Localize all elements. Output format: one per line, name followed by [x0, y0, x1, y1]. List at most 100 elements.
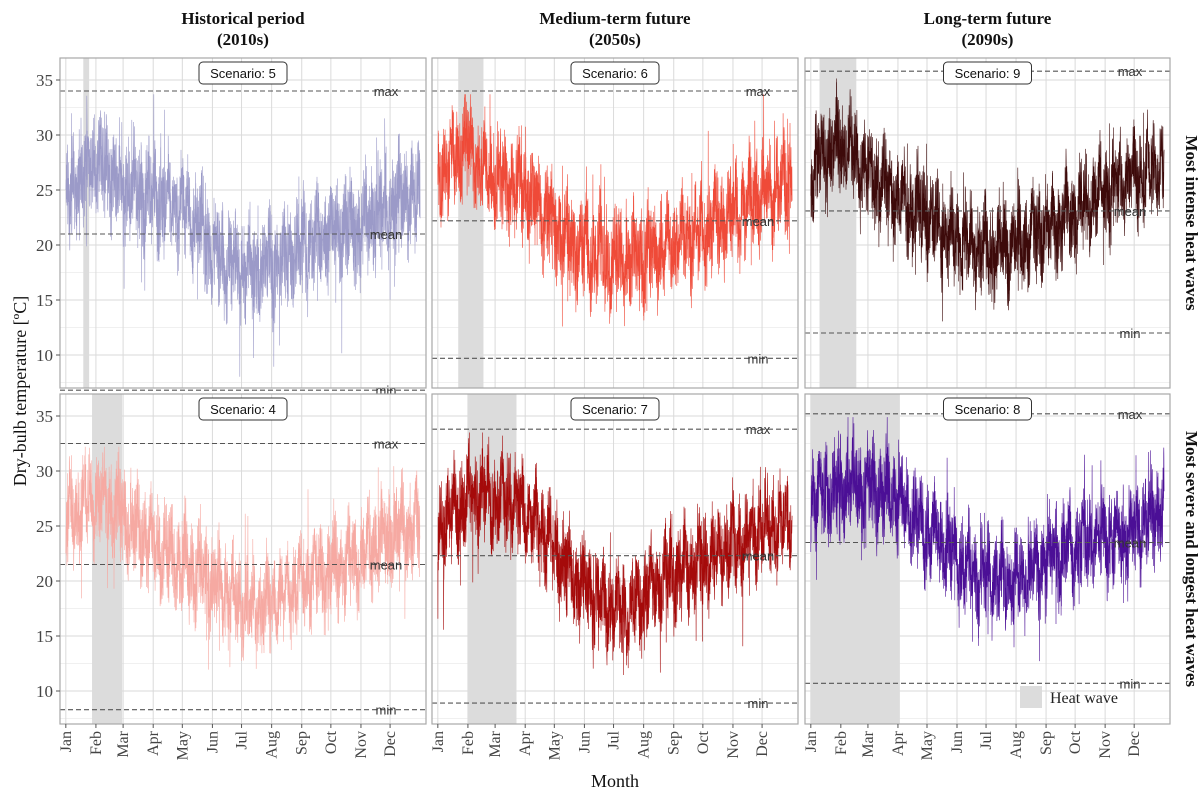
x-tick-label: Jan [803, 731, 820, 752]
min-reference-label: min [1120, 326, 1141, 341]
temperature-series-line [65, 94, 421, 377]
y-tick-label: 35 [36, 407, 53, 426]
max-reference-label: max [746, 422, 771, 437]
x-tick-label: Oct [323, 730, 340, 754]
panel-3: max mean min Scenario: 9 [804, 57, 1171, 389]
x-tick-label: Nov [1097, 731, 1114, 759]
scenario-label-box [570, 61, 660, 85]
panel-2: max mean min Scenario: 6 [431, 57, 799, 389]
scenario-label-box [198, 397, 288, 421]
scenario-label: Scenario: 8 [955, 402, 1021, 417]
mean-reference-label: mean [742, 214, 775, 229]
y-tick-label: 10 [36, 346, 53, 365]
y-tick-label: 25 [36, 181, 53, 200]
x-tick-label: Sep [666, 731, 683, 755]
y-tick-label: 15 [36, 627, 53, 646]
x-tick-label: Aug [636, 731, 653, 759]
y-tick-label: 15 [36, 291, 53, 310]
column-title-line2: (2090s) [962, 30, 1014, 49]
temperature-series-line [65, 446, 421, 670]
x-tick-label: Sep [1038, 731, 1055, 755]
legend-label: Heat wave [1050, 690, 1118, 707]
x-tick-label: Aug [1008, 731, 1025, 759]
x-tick-label: Dec [754, 731, 771, 757]
x-tick-label: Nov [353, 731, 370, 759]
scenario-label: Scenario: 4 [210, 402, 276, 417]
x-tick-label: Feb [460, 731, 477, 755]
scenario-label: Scenario: 9 [955, 66, 1021, 81]
scenario-label: Scenario: 7 [582, 402, 648, 417]
temperature-series-line [437, 432, 793, 676]
x-tick-label: May [546, 731, 563, 760]
x-tick-label: May [174, 731, 191, 760]
x-tick-label: Jul [978, 730, 995, 749]
x-tick-label: Apr [890, 730, 907, 756]
mean-reference-label: mean [370, 558, 403, 573]
panel-border [804, 57, 1171, 389]
scenario-label-box [198, 61, 288, 85]
y-tick-label: 10 [36, 682, 53, 701]
mean-reference-label: mean [1114, 204, 1147, 219]
scenario-label-box [943, 397, 1032, 421]
x-tick-label: Apr [517, 730, 534, 756]
x-tick-label: Jun [204, 731, 221, 753]
y-tick-label: 35 [36, 71, 53, 90]
panel-4: max mean min Scenario: 4 10 15 20 25 30 35 Jan Feb M… [36, 393, 427, 760]
max-reference-label: max [746, 84, 771, 99]
x-tick-label: Mar [860, 730, 877, 757]
y-tick-label: 30 [36, 462, 53, 481]
legend-swatch [1020, 686, 1042, 708]
row-strip-label: Most severe and longest heat waves [1182, 431, 1200, 687]
x-tick-label: Dec [1126, 731, 1143, 757]
x-tick-label: Feb [88, 731, 105, 755]
x-tick-label: Apr [145, 730, 162, 756]
heatwave-band [92, 394, 123, 724]
mean-reference-label: mean [742, 549, 775, 564]
x-axis-title: Month [591, 771, 639, 791]
panel-border [59, 57, 427, 389]
temperature-series-line [810, 78, 1165, 322]
mean-reference-label: mean [370, 227, 403, 242]
x-tick-label: Oct [1067, 730, 1084, 754]
panel-5: max mean min Scenario: 7 Jan Feb Mar Apr May Jun J… [430, 393, 799, 760]
x-tick-label: Feb [833, 731, 850, 755]
panel-border [431, 393, 799, 725]
x-tick-label: Aug [264, 731, 281, 759]
min-reference-label: min [1120, 676, 1141, 691]
row-strip-label: Most intense heat waves [1182, 135, 1200, 311]
column-title-line2: (2010s) [217, 30, 269, 49]
x-tick-label: Jan [430, 731, 447, 752]
panel-border [431, 57, 799, 389]
y-tick-label: 25 [36, 517, 53, 536]
scenario-label: Scenario: 6 [582, 66, 648, 81]
y-tick-label: 20 [36, 236, 53, 255]
column-title-line1: Medium-term future [539, 9, 691, 28]
max-reference-label: max [1118, 407, 1143, 422]
scenario-label: Scenario: 5 [210, 66, 276, 81]
column-title-line2: (2050s) [589, 30, 641, 49]
y-tick-label: 20 [36, 572, 53, 591]
max-reference-label: max [374, 84, 399, 99]
column-title-line1: Historical period [181, 9, 305, 28]
x-tick-label: Jul [606, 730, 623, 749]
x-tick-label: May [919, 731, 936, 760]
x-tick-label: Oct [695, 730, 712, 754]
x-tick-label: Mar [115, 730, 132, 757]
mean-reference-label: mean [1114, 536, 1147, 551]
panel-border [804, 393, 1171, 725]
panel-6: max mean min Scenario: 8 Jan Feb Mar Apr May Jun J… [803, 393, 1171, 760]
y-axis-title: Dry-bulb temperature [ºC] [10, 296, 30, 487]
x-tick-label: Jun [576, 731, 593, 753]
x-tick-label: Jan [58, 731, 75, 752]
x-tick-label: Nov [725, 731, 742, 759]
x-tick-label: Dec [382, 731, 399, 757]
min-reference-label: min [376, 703, 397, 718]
min-reference-label: min [748, 351, 769, 366]
scenario-label-box [943, 61, 1032, 85]
x-tick-label: Jul [234, 730, 251, 749]
temperature-series-line [810, 417, 1165, 662]
min-reference-label: min [748, 696, 769, 711]
x-tick-label: Mar [487, 730, 504, 757]
